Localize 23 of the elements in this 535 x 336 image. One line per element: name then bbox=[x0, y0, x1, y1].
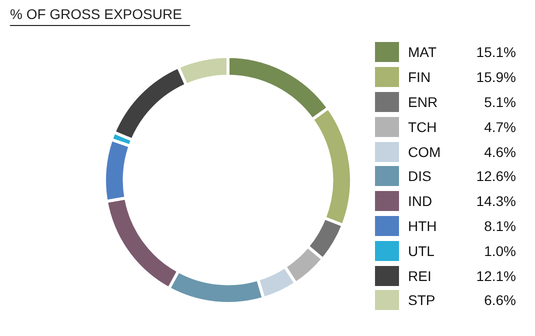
legend-label: STP bbox=[408, 292, 436, 308]
legend-label: REI bbox=[408, 268, 432, 284]
data-label: 1.0% bbox=[483, 242, 516, 259]
data-label: 6.6% bbox=[483, 292, 516, 308]
data-label: 12.1% bbox=[475, 268, 516, 284]
legend-label: MAT bbox=[408, 44, 438, 60]
legend-label: HTH bbox=[408, 218, 438, 234]
legend-label: IND bbox=[408, 193, 434, 210]
legend-label: UTL bbox=[408, 242, 436, 259]
data-label: 12.6% bbox=[475, 168, 516, 184]
data-label: 15.1% bbox=[475, 44, 516, 60]
data-label: 5.1% bbox=[483, 94, 516, 110]
data-label: 14.3% bbox=[475, 193, 516, 210]
legend-label: DIS bbox=[408, 168, 432, 184]
legend-label: ENR bbox=[408, 94, 439, 110]
legend-label: COM bbox=[408, 144, 442, 160]
data-label: 15.9% bbox=[475, 69, 516, 86]
data-label: 8.1% bbox=[483, 218, 516, 234]
data-label: 4.6% bbox=[483, 144, 516, 160]
chart-title: % OF GROSS EXPOSURE bbox=[10, 6, 190, 26]
legend-label: FIN bbox=[408, 69, 432, 86]
data-label: 4.7% bbox=[483, 118, 516, 135]
legend-label: TCH bbox=[408, 118, 438, 135]
